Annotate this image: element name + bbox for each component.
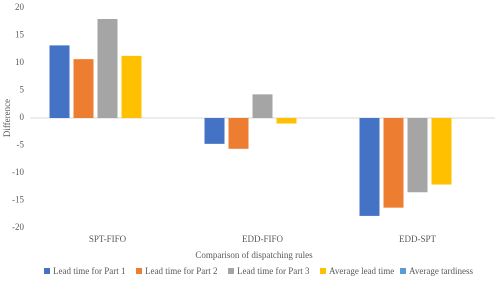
bar xyxy=(204,118,225,144)
legend-swatch xyxy=(136,268,142,274)
bar xyxy=(276,118,297,124)
x-tick-label: EDD-SPT xyxy=(399,234,437,244)
legend-swatch xyxy=(400,268,406,274)
legend-label: Average lead time xyxy=(329,266,394,276)
bar xyxy=(73,59,94,118)
x-axis-label: Comparison of dispatching rules xyxy=(195,250,313,260)
x-tick-label: SPT-FIFO xyxy=(89,234,127,244)
legend-label: Lead time for Part 3 xyxy=(237,266,310,276)
bar xyxy=(121,55,142,118)
y-tick-label: 0 xyxy=(20,112,25,122)
bar xyxy=(97,19,118,118)
y-tick-label: 5 xyxy=(20,85,25,95)
legend-label: Lead time for Part 2 xyxy=(145,266,217,276)
x-tick-label: EDD-FIFO xyxy=(242,234,284,244)
y-axis-label: Difference xyxy=(2,99,12,137)
bar xyxy=(49,45,70,118)
y-tick-label: 10 xyxy=(15,57,25,67)
legend-label: Average tardiness xyxy=(409,266,474,276)
y-tick-label: -5 xyxy=(17,140,25,150)
y-tick-label: 15 xyxy=(15,30,25,40)
bar xyxy=(228,118,249,149)
legend-swatch xyxy=(320,268,326,274)
bar xyxy=(407,118,428,193)
y-tick-label: -20 xyxy=(12,222,24,232)
y-tick-label: 20 xyxy=(15,2,25,12)
bar xyxy=(359,118,380,216)
bar xyxy=(383,118,404,208)
y-tick-label: -10 xyxy=(12,167,24,177)
legend-label: Lead time for Part 1 xyxy=(53,266,125,276)
legend-swatch xyxy=(228,268,234,274)
bar xyxy=(252,94,273,118)
bar xyxy=(431,118,452,185)
legend-swatch xyxy=(44,268,50,274)
y-tick-label: -15 xyxy=(12,195,24,205)
